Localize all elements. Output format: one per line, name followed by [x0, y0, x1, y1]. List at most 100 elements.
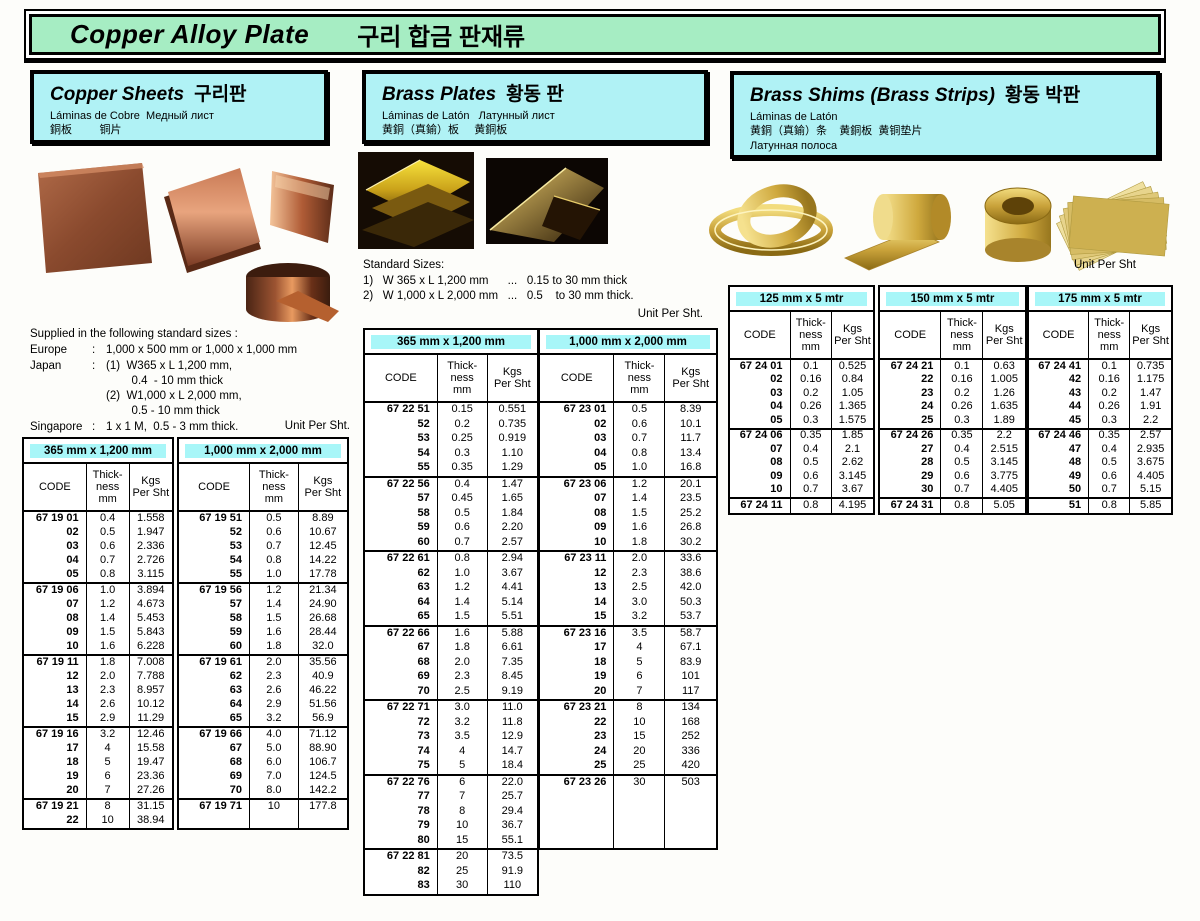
cell-kgs: 3.115: [128, 568, 172, 583]
cell-code: 23: [594, 730, 607, 743]
cell-thk: [249, 814, 299, 828]
table-row: 64 2.9 51.56: [179, 698, 347, 712]
cell-thk: 10: [85, 814, 130, 828]
cell-code: 47: [1068, 442, 1082, 455]
copper-sheets-title-ko: 구리판: [194, 84, 247, 105]
cell-kgs: 3.894: [128, 583, 172, 598]
cell-code: 50: [1068, 483, 1082, 496]
table-row: 67 23 16 3.5 58.7: [540, 625, 716, 641]
table-size-label: 175 mm x 5 mtr: [1035, 291, 1165, 306]
row-group: 67 19 06 1.0 3.894 07 1.2 4.673 08 1.4 5.453 09 1.…: [24, 583, 172, 655]
cell-code: 67: [229, 742, 243, 755]
cell-kgs: 0.551: [486, 402, 537, 418]
cell-thk: 6: [85, 770, 130, 784]
table-row: 05 0.3 1.575: [730, 414, 873, 429]
table-row: 30 0.7 4.405: [880, 483, 1025, 498]
cell-code: 10: [594, 535, 607, 548]
brass-shims-title: Brass Shims (Brass Strips) 황동 박판: [750, 80, 1148, 107]
cell-code: 60: [229, 640, 243, 653]
cell-kgs: 1.005: [982, 373, 1025, 387]
brass-shims-header-box: Brass Shims (Brass Strips) 황동 박판 Láminas …: [730, 71, 1160, 159]
cell-kgs: 33.6: [664, 551, 716, 567]
cell-kgs: 1.91: [1129, 400, 1171, 414]
table-row: 03 0.2 1.05: [730, 387, 873, 401]
cell-thk: 20: [613, 744, 665, 759]
cell-thk: 0.6: [613, 417, 665, 432]
supplied-row-singapore: Singapore:1 x 1 M, 0.5 - 3 mm thick.: [30, 420, 239, 433]
table-row: 67 5.0 88.90: [179, 742, 347, 756]
cell-thk: 0.4: [940, 443, 983, 457]
cell-kgs: 14.22: [297, 554, 347, 568]
table-row: 09 1.5 5.843: [24, 626, 172, 640]
row-group: 67 23 16 3.5 58.7 17 4 67.1 18 5 83.9 19 6 101 20 7 11…: [540, 625, 716, 700]
table-row: 08 0.5 2.62: [730, 456, 873, 470]
cell-code: [540, 805, 614, 820]
cell-thk: 0.6: [789, 470, 832, 484]
cell-code: 54: [229, 554, 243, 567]
cell-kgs: 1.29: [486, 461, 537, 477]
cell-kgs: 2.57: [486, 535, 537, 551]
cell-kgs: 2.2: [1129, 414, 1171, 429]
table-size-label: 1,000 mm x 2,000 mm: [185, 443, 341, 458]
cell-thk: 0.16: [1088, 373, 1130, 387]
cell-thk: 2.3: [436, 670, 488, 685]
brass-unit-note: Unit Per Sht.: [637, 307, 703, 320]
cell-kgs: 5.15: [1129, 483, 1171, 498]
cell-kgs: 10.67: [297, 526, 347, 540]
cell-thk: 1.5: [249, 612, 299, 626]
cell-code: 02: [594, 417, 607, 430]
table-row: 67 22 51 0.15 0.551: [365, 402, 537, 418]
cell-kgs: 5.05: [982, 498, 1025, 513]
cell-kgs: 1.47: [1129, 387, 1171, 401]
row-group: 67 19 61 2.0 35.56 62 2.3 40.9 63 2.6 46.22 64 2.9…: [179, 655, 347, 727]
cell-kgs: 5.453: [128, 612, 172, 626]
cell-code: 67 23 11: [564, 552, 607, 565]
cell-code: 67: [417, 641, 430, 654]
cell-thk: 2.0: [613, 551, 665, 567]
cell-kgs: 1.26: [982, 387, 1025, 401]
column-header: CODE: [743, 328, 776, 341]
table-row: 67 22 71 3.0 11.0: [365, 700, 537, 716]
cell-thk: 0.6: [436, 521, 488, 536]
table-row: 13 2.3 8.957: [24, 684, 172, 698]
table-row: 69 7.0 124.5: [179, 770, 347, 784]
cell-kgs: 23.5: [664, 492, 716, 507]
copper-standard-sizes-note: Supplied in the following standard sizes…: [30, 327, 350, 435]
brass-plates-subtitle-2: 黄銅（真鍮）板 黄銅板: [382, 124, 508, 137]
cell-code: 67 19 51: [199, 512, 243, 525]
cell-code: 02: [770, 373, 783, 386]
cell-thk: 1.5: [436, 610, 488, 626]
cell-thk: 4: [613, 641, 665, 656]
table-row: 64 1.4 5.14: [365, 595, 537, 610]
cell-code: 28: [921, 456, 934, 469]
cell-thk: 1.2: [85, 598, 130, 612]
table-row: 10 0.7 3.67: [730, 483, 873, 498]
row-group: 51 0.8 5.85: [1029, 498, 1171, 513]
cell-code: 67 23 06: [563, 477, 607, 490]
supplied-title: Supplied in the following standard sizes…: [30, 328, 238, 340]
cell-thk: 0.5: [85, 526, 130, 540]
cell-thk: 0.7: [436, 535, 488, 551]
stdsizes-line-2: 2) W 1,000 x L 2,000 mm ... 0.5 to 30 mm…: [363, 290, 634, 303]
cell-code: 04: [66, 554, 79, 567]
row-group: 67 22 76 6 22.0 77 7 25.7 78 8 29.4 79 10 36.7 80 15 5…: [365, 774, 537, 849]
table-row: 14 2.6 10.12: [24, 698, 172, 712]
table-row: 13 2.5 42.0: [540, 581, 716, 596]
cell-code: 77: [417, 790, 430, 803]
copper-table-365x1200: 365 mm x 1,200 mm CODE Thick-ness mm Kgs Per…: [22, 437, 174, 830]
cell-thk: 0.5: [1088, 456, 1130, 470]
cell-kgs: 110: [486, 879, 537, 894]
cell-thk: 1.6: [436, 625, 488, 641]
cell-code: 55: [417, 461, 430, 474]
cell-code: 67 23 26: [563, 775, 607, 788]
cell-thk: 8.0: [249, 784, 299, 799]
cell-thk: 30: [613, 774, 665, 790]
cell-thk: 10: [436, 819, 488, 834]
cell-thk: 2.3: [85, 684, 130, 698]
cell-code: 67 19 66: [199, 728, 243, 741]
table-row: 67 23 06 1.2 20.1: [540, 476, 716, 492]
column-header: Thick-ness mm: [436, 355, 488, 402]
cell-kgs: 31.15: [128, 799, 172, 814]
cell-kgs: 10.12: [128, 698, 172, 712]
table-row: 04 0.26 1.365: [730, 400, 873, 414]
